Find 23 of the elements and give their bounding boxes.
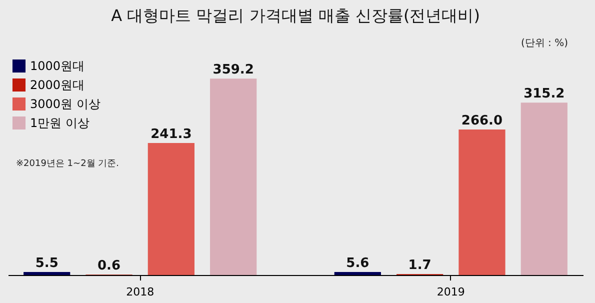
data-label: 241.3 [150,127,192,142]
bar [334,272,381,275]
x-tick-label: 2019 [436,286,465,298]
legend-label: 1만원 이상 [30,116,90,130]
bar [520,102,568,275]
chart-title: A 대형마트 막걸리 가격대별 매출 신장률(전년대비) [111,6,480,25]
bar [24,272,70,275]
annotation: ※2019년은 1~2월 기준. [16,159,120,169]
bar [148,143,194,275]
data-label: 359.2 [212,62,254,78]
data-label: 1.7 [408,258,432,274]
data-label: 315.2 [524,86,565,102]
legend-label: 3000원 이상 [30,97,100,111]
data-label: 5.6 [346,256,370,271]
bar [210,78,257,275]
text: (단위 : %) [520,38,568,49]
legend-label: 1000원대 [30,59,85,73]
bar [458,130,506,275]
data-label: 0.6 [98,258,121,274]
data-label: 5.5 [35,256,58,271]
legend-label: 2000원대 [30,78,85,92]
data-label: 266.0 [461,114,503,129]
x-tick-label: 2018 [126,286,154,298]
